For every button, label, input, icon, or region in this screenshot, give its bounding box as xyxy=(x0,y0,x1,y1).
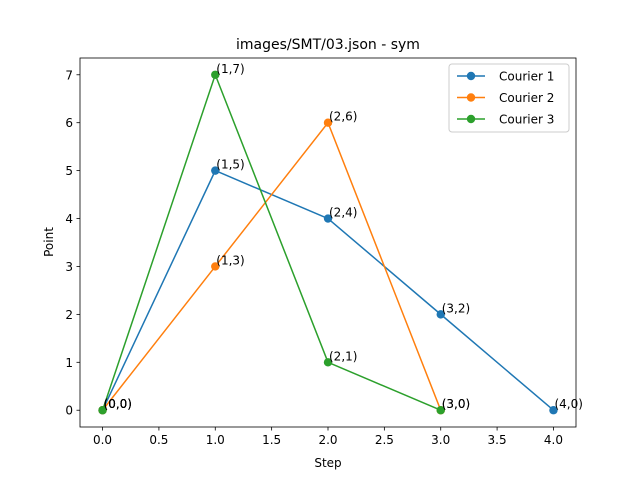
y-axis-title: Point xyxy=(42,227,56,257)
data-label: (2,6) xyxy=(329,110,357,124)
y-tick-label: 0 xyxy=(65,404,73,418)
data-point xyxy=(211,166,220,175)
x-tick-label: 3.0 xyxy=(431,433,450,447)
legend-label: Courier 1 xyxy=(499,70,554,84)
x-tick-label: 0.0 xyxy=(93,433,112,447)
x-tick-label: 0.5 xyxy=(149,433,168,447)
data-label: (3,0) xyxy=(442,397,470,411)
data-point xyxy=(98,406,107,415)
x-tick-label: 3.5 xyxy=(488,433,507,447)
y-tick-label: 2 xyxy=(65,308,73,322)
chart-title: images/SMT/03.json - sym xyxy=(236,37,420,53)
legend-item: Courier 1 xyxy=(457,70,554,84)
data-label: (1,7) xyxy=(216,62,244,76)
x-axis: 0.0 0.5 1.0 1.5 2.0 2.5 3.0 3.5 4.0 xyxy=(93,427,563,447)
legend-item: Courier 2 xyxy=(457,91,554,105)
legend-label: Courier 3 xyxy=(499,113,554,127)
data-label: (3,2) xyxy=(442,301,470,315)
data-point xyxy=(211,70,220,79)
x-tick-label: 4.0 xyxy=(544,433,563,447)
data-point xyxy=(323,118,333,127)
series-line xyxy=(101,74,442,411)
data-label: (1,5) xyxy=(216,158,244,172)
x-tick-label: 2.0 xyxy=(318,433,337,447)
y-tick-label: 4 xyxy=(65,212,73,226)
data-point xyxy=(211,262,220,271)
x-tick-label: 1.5 xyxy=(262,433,281,447)
data-point xyxy=(436,406,445,415)
legend-label: Courier 2 xyxy=(499,91,554,105)
data-label: (0,0) xyxy=(104,397,132,411)
series-layer: (0,0)(1,5)(2,4)(3,2)(4,0)(0,0)(1,3)(2,6)… xyxy=(98,62,583,415)
legend-box xyxy=(448,63,570,133)
series-line xyxy=(101,121,442,411)
data-label: (3,0) xyxy=(442,397,470,411)
data-point xyxy=(323,214,333,223)
legend-marker xyxy=(466,71,476,81)
y-axis: 0 1 2 3 4 5 6 7 xyxy=(65,68,80,418)
data-label: (2,4) xyxy=(329,206,357,220)
y-tick-label: 5 xyxy=(65,164,73,178)
legend-marker xyxy=(466,93,476,102)
data-label: (1,3) xyxy=(216,253,244,267)
legend-item: Courier 3 xyxy=(457,113,554,127)
data-point xyxy=(549,406,558,415)
y-tick-label: 6 xyxy=(65,116,73,130)
y-tick-label: 1 xyxy=(65,356,73,370)
data-label: (4,0) xyxy=(554,397,582,411)
data-label: (0,0) xyxy=(104,397,132,411)
data-point xyxy=(323,358,333,367)
x-axis-title: Step xyxy=(314,456,341,470)
series-3 xyxy=(98,70,445,415)
data-label: (0,0) xyxy=(104,397,132,411)
legend: Courier 1 Courier 2 Courier 3 xyxy=(448,63,570,133)
x-tick-label: 1.0 xyxy=(206,433,225,447)
x-tick-label: 2.5 xyxy=(375,433,394,447)
data-label: (2,1) xyxy=(329,349,357,363)
y-tick-label: 7 xyxy=(65,68,73,82)
legend-marker xyxy=(466,114,476,124)
y-tick-label: 3 xyxy=(65,260,73,274)
data-point xyxy=(436,310,445,319)
